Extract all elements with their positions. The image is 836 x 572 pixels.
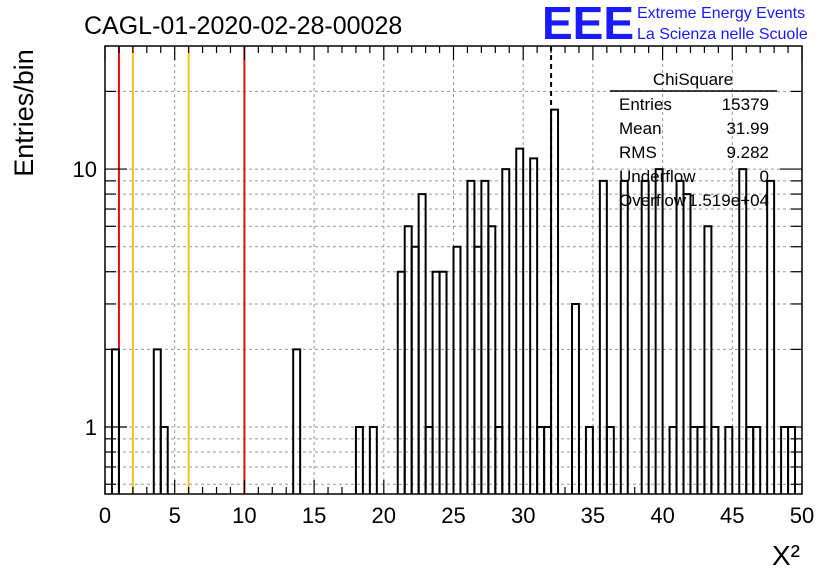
histogram-bar <box>605 426 615 494</box>
stats-label: RMS <box>619 143 657 162</box>
histogram-bar <box>682 193 692 494</box>
histogram-bar <box>738 168 748 494</box>
y-tick-label: 10 <box>73 157 97 182</box>
x-tick-label: 40 <box>650 503 674 528</box>
x-tick-label: 35 <box>581 503 605 528</box>
histogram-bar <box>466 179 476 494</box>
y-tick-labels: 1 10 <box>73 157 97 440</box>
histogram-bar <box>292 348 302 494</box>
histogram-bar <box>473 245 483 494</box>
stats-label: Overflow <box>619 191 687 210</box>
stats-label: Entries <box>619 95 672 114</box>
histogram-bar <box>417 193 427 494</box>
histogram-bar <box>724 426 734 494</box>
x-tick-label: 10 <box>232 503 256 528</box>
stats-value: 9.282 <box>726 143 769 162</box>
x-tick-label: 45 <box>720 503 744 528</box>
stats-label: Mean <box>619 119 662 138</box>
histogram-bar <box>403 225 413 494</box>
histogram-bar <box>529 157 539 494</box>
histogram-bar <box>487 225 497 494</box>
histogram-bar <box>570 302 580 494</box>
histogram-bar <box>431 270 441 494</box>
x-tick-labels: 0 5 10 15 20 25 30 35 40 45 50 <box>99 503 814 528</box>
x-tick-label: 25 <box>441 503 465 528</box>
histogram-bar <box>110 348 120 494</box>
axes <box>104 45 803 495</box>
histogram-bar <box>368 426 378 494</box>
histogram-bar <box>152 348 162 494</box>
histogram-bar <box>598 179 608 494</box>
x-axis-label: X² <box>772 540 800 571</box>
x-tick-label: 20 <box>372 503 396 528</box>
histogram-bars <box>110 108 797 494</box>
x-tick-label: 50 <box>790 503 814 528</box>
eee-logo-mark: EEE <box>542 0 634 49</box>
histogram-bar <box>675 179 685 494</box>
histogram-bar <box>480 179 490 494</box>
stats-legend: ChiSquare Entries 15379 Mean 31.99 RMS 9.282 U… <box>610 70 777 210</box>
histogram-bar <box>654 168 664 494</box>
stats-header: ChiSquare <box>653 70 733 89</box>
histogram-bar <box>766 179 776 494</box>
histogram-bar <box>584 426 594 494</box>
stats-label: Underflow <box>619 167 696 186</box>
histogram-bar <box>396 270 406 494</box>
stats-value: 15379 <box>722 95 769 114</box>
histogram-bar <box>354 426 364 494</box>
histogram-bar <box>550 108 560 494</box>
logo-line1: Extreme Energy Events <box>637 5 805 22</box>
histogram-bar <box>619 179 629 494</box>
histogram-bar <box>703 225 713 494</box>
y-tick-label: 1 <box>85 415 97 440</box>
x-tick-label: 15 <box>302 503 326 528</box>
stats-value: 1.519e+04 <box>688 191 769 210</box>
eee-logo: EEE Extreme Energy Events La Scienza nel… <box>542 0 808 49</box>
histogram-bar <box>410 245 420 494</box>
x-tick-label: 0 <box>99 503 111 528</box>
histogram-bar <box>710 426 720 494</box>
histogram-bar <box>752 426 762 494</box>
histogram-bar <box>159 426 169 494</box>
x-tick-label: 30 <box>511 503 535 528</box>
logo-line2: La Scienza nelle Scuole <box>637 26 808 43</box>
histogram-bar <box>452 245 462 494</box>
chart-title: CAGL-01-2020-02-28-00028 <box>84 12 402 40</box>
x-tick-label: 5 <box>169 503 181 528</box>
histogram-bar <box>515 147 525 494</box>
y-axis-label: Entries/bin <box>9 49 39 177</box>
stats-value: 31.99 <box>726 119 769 138</box>
histogram-bar <box>438 270 448 494</box>
histogram-bar <box>501 168 511 494</box>
stats-value: 0 <box>760 167 769 186</box>
histogram-bar <box>640 179 650 494</box>
